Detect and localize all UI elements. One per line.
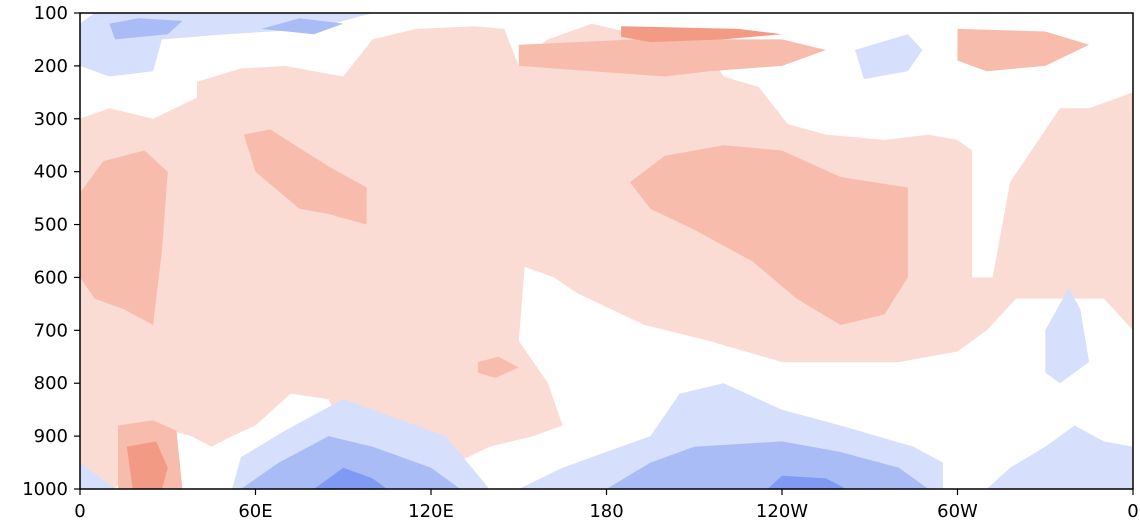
y-tick-label: 500 <box>34 215 68 236</box>
contour-region-16 <box>1045 288 1090 384</box>
contour-region-12 <box>80 462 116 489</box>
x-axis: 0 60E 120E 180 120W 60W 0 <box>74 489 1139 522</box>
contour-region-19 <box>606 441 929 489</box>
y-tick-label: 800 <box>34 373 68 394</box>
contour-region-15 <box>986 425 1133 489</box>
x-tick-label: 0 <box>1127 501 1138 522</box>
plot-area <box>80 13 1133 489</box>
contour-region-2 <box>243 129 367 225</box>
contour-region-4 <box>518 39 826 77</box>
y-tick-label: 100 <box>34 3 68 24</box>
contour-region-18 <box>240 436 461 489</box>
contour-region-3 <box>629 145 908 325</box>
contour-region-17 <box>109 18 183 40</box>
y-tick-label: 400 <box>34 162 68 183</box>
x-tick-label: 120W <box>756 501 808 522</box>
y-tick-label: 700 <box>34 320 68 341</box>
contour-region-9 <box>126 441 168 489</box>
y-tick-label: 200 <box>34 56 68 77</box>
contour-region-5 <box>957 28 1090 72</box>
y-tick-label: 1000 <box>22 479 68 500</box>
contour-region-20 <box>261 18 344 35</box>
contour-region-1 <box>80 150 168 325</box>
x-tick-label: 180 <box>589 501 623 522</box>
y-tick-label: 300 <box>34 109 68 130</box>
contour-region-8 <box>621 26 782 43</box>
contour-region-0 <box>80 23 1133 489</box>
y-tick-label: 600 <box>34 267 68 288</box>
contour-region-7 <box>477 356 519 378</box>
contour-region-11 <box>855 34 923 80</box>
contour-region-22 <box>767 475 847 489</box>
x-tick-label: 120E <box>408 501 454 522</box>
contour-region-21 <box>314 467 388 489</box>
x-tick-label: 60W <box>937 501 978 522</box>
y-axis: 100 200 300 400 500 600 700 800 900 1000 <box>22 3 80 500</box>
x-tick-label: 60E <box>238 501 272 522</box>
x-tick-label: 0 <box>74 501 85 522</box>
y-tick-label: 900 <box>34 426 68 447</box>
